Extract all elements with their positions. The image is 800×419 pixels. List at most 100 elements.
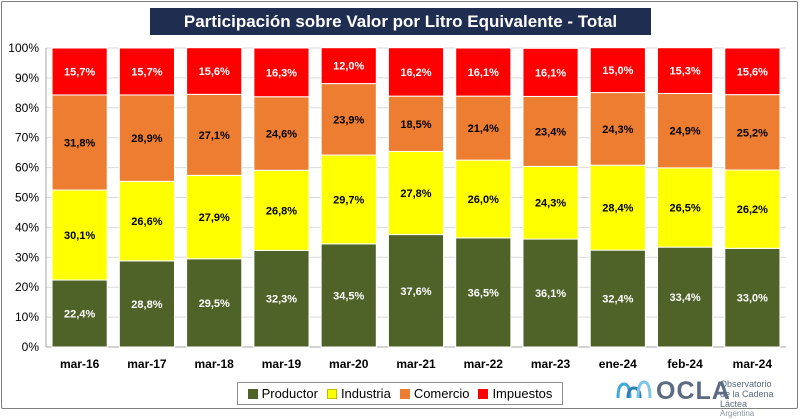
y-tick-label: 50% bbox=[15, 191, 39, 205]
bar-segment-productor bbox=[522, 238, 579, 348]
bar-segment-comercio bbox=[657, 92, 714, 169]
data-label: 22,4% bbox=[64, 309, 95, 321]
x-tick-label: mar-16 bbox=[60, 357, 100, 371]
data-label: 30,1% bbox=[64, 230, 95, 242]
legend-item-industria: Industria bbox=[326, 386, 391, 401]
bar-segment-industria bbox=[455, 159, 512, 239]
bar-segment-impuestos bbox=[51, 47, 108, 96]
data-label: 26,2% bbox=[737, 204, 768, 216]
bar-segment-industria bbox=[320, 154, 377, 245]
bar-segment-impuestos bbox=[724, 47, 781, 96]
bar-segment-comercio bbox=[589, 92, 646, 166]
bar-segment-productor bbox=[724, 247, 781, 348]
x-tick-label: mar-17 bbox=[127, 357, 167, 371]
data-label: 34,5% bbox=[333, 290, 364, 302]
legend-label-industria: Industria bbox=[340, 386, 391, 401]
y-tick-label: 80% bbox=[15, 101, 39, 115]
bar-segment-comercio bbox=[455, 95, 512, 161]
bar-segment-industria bbox=[253, 169, 310, 251]
data-label: 15,0% bbox=[602, 65, 633, 77]
legend-swatch-comercio bbox=[399, 388, 410, 399]
x-tick-label: mar-18 bbox=[195, 357, 235, 371]
data-label: 23,9% bbox=[333, 114, 364, 126]
bar-segment-impuestos bbox=[320, 47, 377, 85]
bar-segment-productor bbox=[186, 258, 243, 348]
bar-segment-industria bbox=[186, 174, 243, 260]
data-label: 27,8% bbox=[400, 188, 431, 200]
y-tick-label: 20% bbox=[15, 280, 39, 294]
data-label: 27,1% bbox=[199, 130, 230, 142]
legend-label-comercio: Comercio bbox=[413, 386, 470, 401]
data-label: 25,2% bbox=[737, 127, 768, 139]
y-tick-label: 90% bbox=[15, 71, 39, 85]
bar-segment-industria bbox=[657, 167, 714, 248]
data-label: 21,4% bbox=[468, 123, 499, 135]
bar-segment-comercio bbox=[253, 96, 310, 171]
legend-swatch-impuestos bbox=[478, 388, 489, 399]
data-label: 36,1% bbox=[535, 288, 566, 300]
data-label: 29,7% bbox=[333, 194, 364, 206]
y-tick-label: 0% bbox=[22, 340, 40, 354]
data-label: 26,5% bbox=[669, 203, 700, 215]
x-tick-label: mar-21 bbox=[396, 357, 436, 371]
data-label: 15,6% bbox=[199, 66, 230, 78]
data-label: 37,6% bbox=[400, 286, 431, 298]
legend-swatch-industria bbox=[326, 388, 337, 399]
y-tick-label: 60% bbox=[15, 161, 39, 175]
logo-wordmark: OCLA bbox=[656, 377, 731, 405]
data-label: 33,4% bbox=[669, 292, 700, 304]
legend-swatch-productor bbox=[247, 388, 258, 399]
y-tick-label: 70% bbox=[15, 131, 39, 145]
logo-line-2: de la Cadena Láctea bbox=[720, 389, 774, 409]
x-tick-label: mar-24 bbox=[733, 357, 773, 371]
data-label: 24,6% bbox=[266, 129, 297, 141]
x-tick-label: ene-24 bbox=[599, 357, 637, 371]
bar-segment-impuestos bbox=[253, 47, 310, 98]
data-label: 28,4% bbox=[602, 203, 633, 215]
legend-label-productor: Productor bbox=[261, 386, 318, 401]
bar-segment-impuestos bbox=[118, 47, 175, 96]
legend-item-productor: Productor bbox=[247, 386, 318, 401]
bar-segment-productor bbox=[657, 246, 714, 348]
bar-segment-productor bbox=[320, 243, 377, 348]
bar-segment-impuestos bbox=[455, 47, 512, 97]
logo-subtitle: Observatorio de la Cadena Láctea Argenti… bbox=[720, 379, 796, 419]
data-label: 29,5% bbox=[199, 298, 230, 310]
bar-segment-impuestos bbox=[589, 47, 646, 94]
ocla-logo: OCLA Observatorio de la Cadena Láctea Ar… bbox=[616, 376, 796, 418]
milk-waves-icon bbox=[616, 380, 652, 399]
data-label: 24,9% bbox=[669, 126, 700, 138]
bar-segment-impuestos bbox=[657, 47, 714, 94]
x-tick-label: mar-22 bbox=[464, 357, 504, 371]
y-tick-label: 30% bbox=[15, 250, 39, 264]
legend-label-impuestos: Impuestos bbox=[492, 386, 553, 401]
legend-item-comercio: Comercio bbox=[399, 386, 470, 401]
bar-segment-productor bbox=[253, 249, 310, 348]
bar-segment-comercio bbox=[320, 83, 377, 156]
data-label: 16,1% bbox=[535, 67, 566, 79]
chart-title: Participación sobre Valor por Litro Equi… bbox=[150, 8, 651, 58]
data-label: 31,8% bbox=[64, 137, 95, 149]
data-label: 33,0% bbox=[737, 293, 768, 305]
x-tick-label: mar-19 bbox=[262, 357, 302, 371]
data-label: 24,3% bbox=[535, 198, 566, 210]
bar-segment-industria bbox=[118, 180, 175, 262]
bar-segment-comercio bbox=[186, 93, 243, 176]
data-label: 15,7% bbox=[64, 66, 95, 78]
data-label: 27,9% bbox=[199, 212, 230, 224]
data-label: 26,6% bbox=[131, 216, 162, 228]
data-label: 32,4% bbox=[602, 294, 633, 306]
bar-segment-productor bbox=[387, 234, 445, 348]
data-label: 15,7% bbox=[131, 66, 162, 78]
data-label: 32,3% bbox=[266, 294, 297, 306]
bar-segment-productor bbox=[51, 279, 108, 348]
y-tick-label: 40% bbox=[15, 220, 39, 234]
bar-segment-industria bbox=[589, 164, 646, 251]
data-label: 24,3% bbox=[602, 124, 633, 136]
data-label: 28,9% bbox=[131, 133, 162, 145]
data-label: 26,0% bbox=[468, 194, 499, 206]
data-label: 15,3% bbox=[669, 66, 700, 78]
y-tick-label: 100% bbox=[8, 41, 39, 55]
bar-segment-comercio bbox=[724, 94, 781, 171]
